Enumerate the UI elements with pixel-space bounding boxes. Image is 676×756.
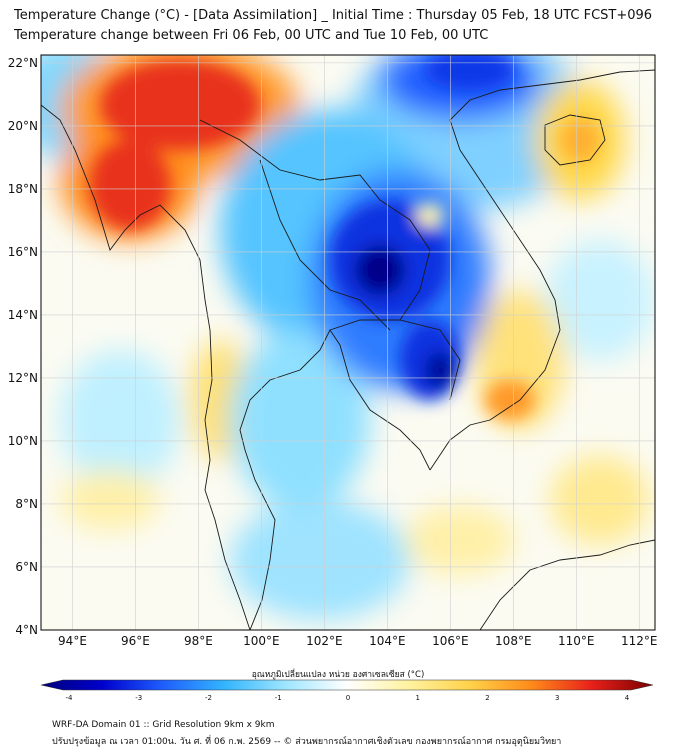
longitude-label: 106°E (432, 634, 469, 648)
colorbar-tick-label: -2 (205, 694, 212, 702)
colorbar-tick-label: 2 (485, 694, 489, 702)
longitude-label: 94°E (58, 634, 87, 648)
latitude-label: 16°N (8, 245, 38, 259)
island-hainan (544, 114, 606, 166)
colorbar-tick-label: 1 (416, 694, 420, 702)
border-internal (259, 159, 391, 331)
border-cambodia (329, 319, 461, 401)
latitude-labels: 22°N 20°N 18°N 16°N 14°N 12°N 10°N 8°N 6°N 4°N (8, 56, 38, 637)
longitude-label: 112°E (621, 634, 658, 648)
longitude-label: 110°E (558, 634, 595, 648)
map-title: Temperature Change (°C) - [Data Assimila… (14, 8, 653, 23)
latitude-label: 4°N (15, 623, 38, 637)
colorbar: -4 -3 -2 -1 0 1 2 3 4 (40, 679, 654, 702)
longitude-label: 102°E (306, 634, 343, 648)
coastline-borneo (479, 539, 655, 630)
longitude-label: 108°E (495, 634, 532, 648)
latitude-label: 8°N (15, 497, 38, 511)
coastline-gulf (239, 329, 431, 630)
map-frame (40, 54, 656, 631)
temperature-field (41, 55, 655, 630)
latitude-label: 6°N (15, 560, 38, 574)
longitude-label: 96°E (121, 634, 150, 648)
latitude-label: 22°N (8, 56, 38, 70)
colorbar-tick-label: -1 (275, 694, 282, 702)
latitude-label: 12°N (8, 371, 38, 385)
longitude-labels: 94°E 96°E 98°E 100°E 102°E 104°E 106°E 108°E 110… (58, 634, 657, 648)
longitude-label: 100°E (243, 634, 280, 648)
border-thai-laos (199, 119, 431, 321)
latitude-label: 20°N (8, 119, 38, 133)
longitude-label: 98°E (184, 634, 213, 648)
colorbar-tick-label: 3 (555, 694, 559, 702)
map-subtitle: Temperature change between Fri 06 Feb, 0… (14, 28, 489, 43)
coastline-borders (41, 69, 655, 630)
colorbar-ticks: -4 -3 -2 -1 0 1 2 3 4 (66, 694, 630, 702)
footer-line2: ปรับปรุงข้อมูล ณ เวลา 01:00น. วัน ศ. ที่… (52, 737, 562, 747)
colorbar-bar (40, 679, 654, 691)
latitude-label: 14°N (8, 308, 38, 322)
latitude-label: 18°N (8, 182, 38, 196)
footer-line1: WRF-DA Domain 01 :: Grid Resolution 9km … (52, 720, 275, 730)
longitude-label: 104°E (369, 634, 406, 648)
colorbar-tick-label: -3 (135, 694, 142, 702)
graticule (41, 55, 655, 631)
latitude-label: 10°N (8, 434, 38, 448)
coastline-myanmar-thai (41, 104, 251, 630)
colorbar-title: อุณหภูมิเปลี่ยนแปลง หน่วย องศาเซลเซียส (… (251, 670, 425, 680)
colorbar-tick-label: 4 (625, 694, 630, 702)
colorbar-tick-label: -4 (66, 694, 74, 702)
coastline-vietnam (429, 69, 655, 471)
colorbar-tick-label: 0 (346, 694, 350, 702)
